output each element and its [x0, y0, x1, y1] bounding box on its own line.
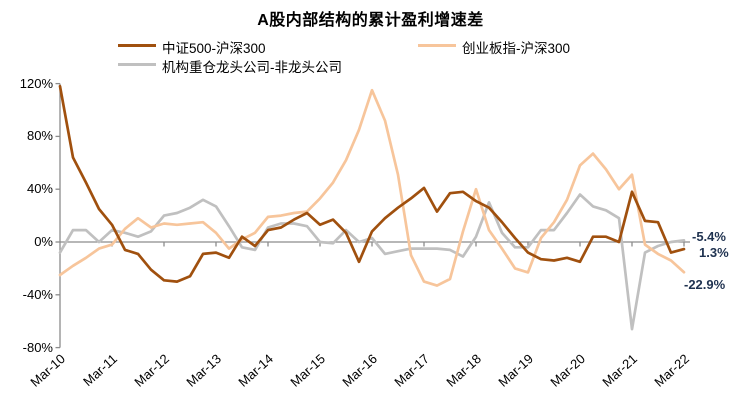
y-axis-tick-label: -80%: [22, 339, 53, 355]
y-axis-tick-label: -40%: [22, 286, 53, 302]
chinext-hs300-legend-swatch: [418, 44, 456, 47]
end-value-label-institution-leaders: 1.3%: [699, 245, 729, 260]
csi500-hs300-legend-label: 中证500-沪深300: [162, 41, 266, 56]
csi500-hs300-line: [58, 84, 686, 283]
y-axis-tick-label: 40%: [26, 181, 53, 197]
chinext-hs300-line: [58, 88, 686, 287]
end-value-label-csi500-hs300: -5.4%: [692, 229, 726, 244]
chart-title: A股内部结构的累计盈利增速差: [257, 12, 484, 29]
institution-leaders-legend-swatch: [118, 63, 156, 66]
y-axis-tick-label: 0%: [34, 234, 53, 249]
chinext-hs300-legend-label: 创业板指-沪深300: [462, 41, 571, 56]
csi500-hs300-legend-swatch: [118, 44, 156, 47]
y-axis-tick-label: 80%: [26, 128, 53, 144]
end-value-label-chinext-hs300: -22.9%: [684, 277, 726, 292]
institution-leaders-line: [58, 193, 686, 331]
y-axis-labels: 120% 80% 40% 0% -40% -80%: [0, 0, 54, 411]
institution-leaders-legend-label: 机构重仓龙头公司-非龙头公司: [162, 60, 342, 75]
y-axis-tick-label: 120%: [19, 75, 53, 91]
